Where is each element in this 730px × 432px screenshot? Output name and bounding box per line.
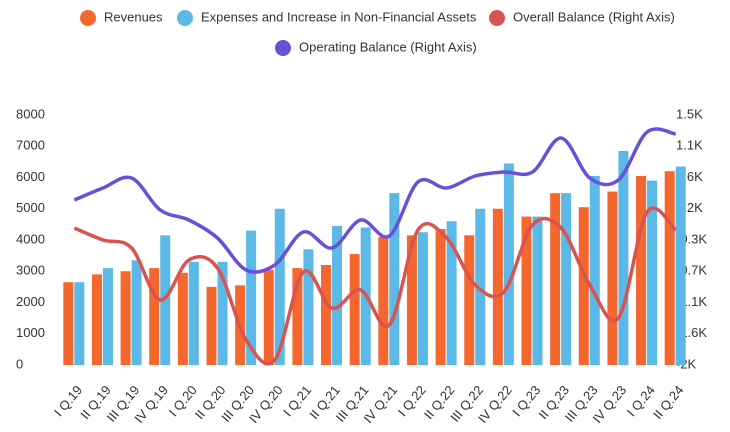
legend-marker bbox=[275, 40, 291, 56]
legend-label: Overall Balance (Right Axis) bbox=[513, 9, 675, 24]
line bbox=[73, 127, 677, 274]
y-tick-label: 1000 bbox=[16, 325, 45, 340]
bar bbox=[417, 232, 428, 365]
legend-label: Expenses and Increase in Non-Financial A… bbox=[201, 9, 477, 24]
bar bbox=[561, 193, 572, 365]
bar bbox=[589, 175, 600, 365]
bar bbox=[332, 225, 343, 365]
y2-tick-label: 1.1K bbox=[676, 138, 703, 153]
bar bbox=[636, 175, 647, 365]
y-tick-label: 3000 bbox=[16, 263, 45, 278]
bar bbox=[607, 191, 618, 365]
legend-label: Operating Balance (Right Axis) bbox=[299, 39, 477, 54]
bar bbox=[532, 216, 543, 365]
bar bbox=[120, 271, 131, 365]
bar bbox=[389, 193, 400, 365]
bar bbox=[102, 268, 113, 365]
y2-tick-label: 1.5K bbox=[676, 106, 703, 121]
bar bbox=[246, 230, 257, 365]
bar bbox=[74, 282, 85, 365]
bar bbox=[188, 261, 199, 365]
legend-marker bbox=[177, 10, 193, 26]
legend-marker bbox=[489, 10, 505, 26]
bar bbox=[578, 207, 589, 365]
y-tick-label: 2000 bbox=[16, 294, 45, 309]
y-tick-label: 4000 bbox=[16, 231, 45, 246]
bar bbox=[647, 180, 658, 365]
bar bbox=[217, 261, 228, 365]
bar bbox=[464, 235, 475, 365]
bar bbox=[492, 208, 503, 365]
bar bbox=[378, 236, 389, 365]
bar bbox=[177, 272, 188, 365]
line bbox=[73, 206, 677, 366]
y-tick-label: 0 bbox=[16, 356, 23, 371]
bar bbox=[675, 166, 686, 365]
legend-marker bbox=[80, 10, 96, 26]
legend-label: Revenues bbox=[104, 9, 163, 24]
bar bbox=[349, 254, 360, 365]
bar bbox=[149, 268, 160, 365]
bar bbox=[664, 171, 675, 365]
y-tick-label: 6000 bbox=[16, 169, 45, 184]
bar bbox=[321, 265, 332, 365]
bar bbox=[550, 193, 561, 365]
bar bbox=[131, 260, 142, 365]
bar bbox=[263, 269, 274, 365]
bar bbox=[446, 221, 457, 365]
y-tick-label: 5000 bbox=[16, 200, 45, 215]
bar bbox=[618, 150, 629, 365]
bar bbox=[303, 249, 314, 365]
bar bbox=[274, 208, 285, 365]
bar bbox=[63, 282, 74, 365]
bar bbox=[292, 268, 303, 365]
bar bbox=[503, 163, 514, 365]
x-tick-label: II Q.24 bbox=[650, 382, 687, 422]
bar bbox=[91, 274, 102, 365]
bar bbox=[435, 229, 446, 365]
bar bbox=[521, 216, 532, 365]
y-tick-label: 8000 bbox=[16, 106, 45, 121]
bar bbox=[475, 208, 486, 365]
bar bbox=[406, 235, 417, 365]
y-tick-label: 7000 bbox=[16, 138, 45, 153]
bar bbox=[206, 286, 217, 365]
